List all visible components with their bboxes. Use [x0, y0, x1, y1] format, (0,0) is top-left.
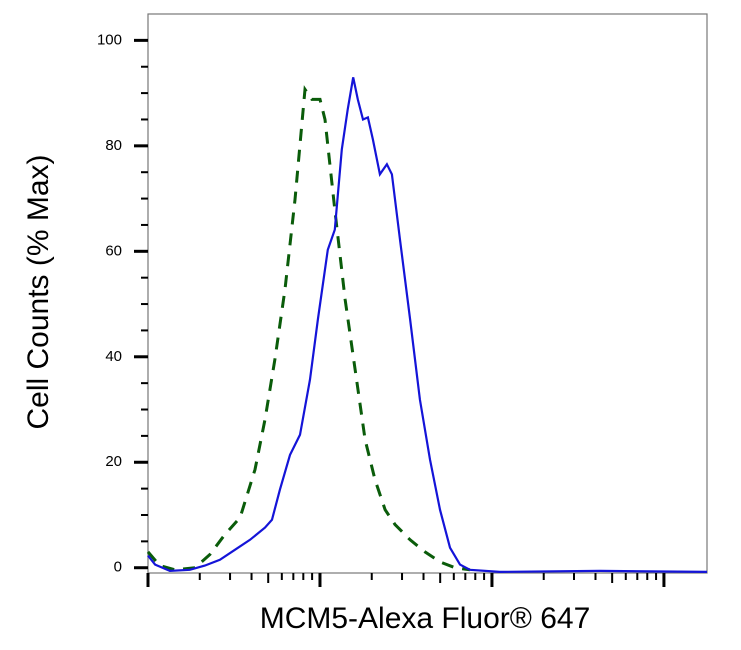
x-axis-label: MCM5-Alexa Fluor® 647 [260, 602, 591, 635]
series-line [146, 85, 471, 572]
series-line [147, 77, 708, 574]
y-tick-label: 0 [114, 559, 122, 576]
y-tick-label: 20 [105, 453, 122, 470]
y-tick-label: 40 [105, 348, 122, 365]
y-tick-label: 80 [105, 137, 122, 154]
y-tick-label: 60 [105, 242, 122, 259]
y-tick-label: 100 [97, 31, 122, 48]
y-axis-label: Cell Counts (% Max) [22, 154, 55, 429]
plot-frame [147, 13, 708, 574]
